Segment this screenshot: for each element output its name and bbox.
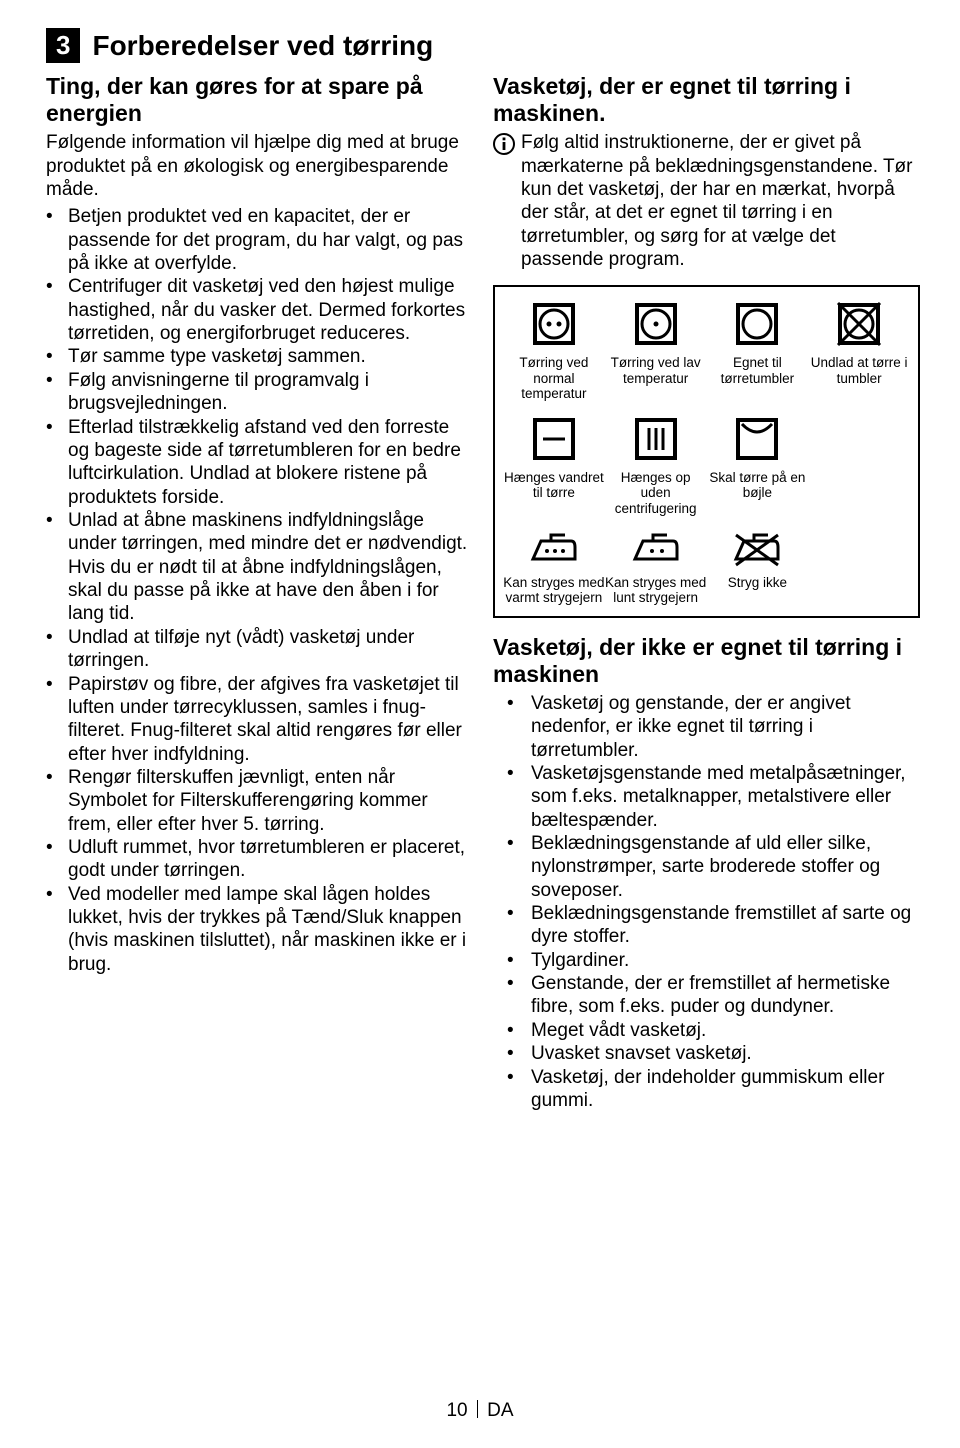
- list-item: Uvasket snavset vasketøj.: [493, 1042, 920, 1065]
- symbol-row: Kan stryges med varmt strygejern Kan str…: [503, 529, 910, 606]
- left-bullet-list: Betjen produktet ved en kapacitet, der e…: [46, 205, 471, 976]
- dry-flat-icon: [529, 414, 579, 464]
- chapter-title: Forberedelser ved tørring: [92, 30, 433, 62]
- list-item: Udluft rummet, hvor tørretumbleren er pl…: [46, 836, 471, 883]
- symbol-label: Hænges vandret til tørre: [503, 470, 605, 501]
- symbol-label: Tørring ved normal temperatur: [503, 355, 605, 402]
- iron-hot-icon: [527, 529, 581, 569]
- info-callout: Følg altid instruktionerne, der er givet…: [493, 131, 920, 271]
- footer-divider: [477, 1400, 478, 1418]
- symbol-row: Tørring ved normal temperatur Tørring ve…: [503, 299, 910, 402]
- right-heading-2: Vasketøj, der ikke er egnet til tørring …: [493, 634, 920, 688]
- iron-warm-icon: [629, 529, 683, 569]
- tumble-dry-low-icon: [631, 299, 681, 349]
- list-item: Vasketøjsgenstande med metalpåsætninger,…: [493, 762, 920, 832]
- list-item: Betjen produktet ved en kapacitet, der e…: [46, 205, 471, 275]
- hang-dry-icon: [732, 414, 782, 464]
- list-item: Vasketøj, der indeholder gummiskum eller…: [493, 1066, 920, 1113]
- left-heading: Ting, der kan gøres for at spare på ener…: [46, 73, 471, 127]
- list-item: Beklædningsgenstande af uld eller silke,…: [493, 832, 920, 902]
- page-footer: 10 DA: [0, 1400, 960, 1422]
- symbol-spacer: [808, 414, 910, 517]
- symbol-label: Stryg ikke: [728, 575, 787, 591]
- do-not-iron-icon: [730, 529, 784, 569]
- list-item: Papirstøv og fibre, der afgives fra vask…: [46, 673, 471, 766]
- list-item: Meget vådt vasketøj.: [493, 1019, 920, 1042]
- symbol-label: Kan stryges med varmt strygejern: [503, 575, 605, 606]
- info-text: Følg altid instruktionerne, der er givet…: [521, 131, 920, 271]
- list-item: Unlad at åbne maskinens indfyldningslåge…: [46, 509, 471, 626]
- symbol-label: Undlad at tørre i tumbler: [808, 355, 910, 386]
- symbol-cell: Tørring ved lav temperatur: [605, 299, 707, 402]
- symbol-cell: Hænges vandret til tørre: [503, 414, 605, 517]
- list-item: Centrifuger dit vasketøj ved den højest …: [46, 275, 471, 345]
- list-item: Vasketøj og genstande, der er angivet ne…: [493, 692, 920, 762]
- list-item: Tør samme type vasketøj sammen.: [46, 345, 471, 368]
- list-item: Beklædningsgenstande fremstillet af sart…: [493, 902, 920, 949]
- symbol-label: Kan stryges med lunt strygejern: [605, 575, 707, 606]
- care-symbol-box: Tørring ved normal temperatur Tørring ve…: [493, 285, 920, 617]
- symbol-cell: Stryg ikke: [707, 529, 809, 606]
- right-bullet-list: Vasketøj og genstande, der er angivet ne…: [493, 692, 920, 1112]
- two-column-layout: Ting, der kan gøres for at spare på ener…: [46, 73, 920, 1112]
- list-item: Undlad at tilføje nyt (vådt) vasketøj un…: [46, 626, 471, 673]
- list-item: Tylgardiner.: [493, 949, 920, 972]
- page-number: 10: [446, 1400, 467, 1421]
- symbol-cell: Kan stryges med lunt strygejern: [605, 529, 707, 606]
- right-heading-1: Vasketøj, der er egnet til tørring i mas…: [493, 73, 920, 127]
- tumble-dry-ok-icon: [732, 299, 782, 349]
- chapter-number: 3: [46, 28, 80, 63]
- symbol-spacer: [808, 529, 910, 606]
- list-item: Rengør filterskuffen jævnligt, enten når…: [46, 766, 471, 836]
- symbol-cell: Skal tørre på en bøjle: [707, 414, 809, 517]
- symbol-label: Egnet til tørretumbler: [707, 355, 809, 386]
- info-icon: [493, 133, 515, 160]
- drip-dry-icon: [631, 414, 681, 464]
- do-not-tumble-dry-icon: [834, 299, 884, 349]
- symbol-cell: Hænges op uden centrifugering: [605, 414, 707, 517]
- symbol-cell: Egnet til tørretumbler: [707, 299, 809, 402]
- symbol-label: Skal tørre på en bøjle: [707, 470, 809, 501]
- list-item: Ved modeller med lampe skal lågen holdes…: [46, 883, 471, 976]
- left-column: Ting, der kan gøres for at spare på ener…: [46, 73, 471, 1112]
- page-language: DA: [487, 1400, 513, 1421]
- symbol-cell: Kan stryges med varmt strygejern: [503, 529, 605, 606]
- list-item: Genstande, der er fremstillet af hermeti…: [493, 972, 920, 1019]
- symbol-label: Hænges op uden centrifugering: [605, 470, 707, 517]
- list-item: Efterlad tilstrækkelig afstand ved den f…: [46, 416, 471, 509]
- left-intro: Følgende information vil hjælpe dig med …: [46, 131, 471, 201]
- symbol-label: Tørring ved lav temperatur: [605, 355, 707, 386]
- right-column: Vasketøj, der er egnet til tørring i mas…: [493, 73, 920, 1112]
- symbol-cell: Undlad at tørre i tumbler: [808, 299, 910, 402]
- tumble-dry-normal-icon: [529, 299, 579, 349]
- list-item: Følg anvisningerne til programvalg i bru…: [46, 369, 471, 416]
- symbol-cell: Tørring ved normal temperatur: [503, 299, 605, 402]
- page: 3 Forberedelser ved tørring Ting, der ka…: [0, 0, 960, 1112]
- chapter-header: 3 Forberedelser ved tørring: [46, 28, 920, 63]
- symbol-row: Hænges vandret til tørre Hænges op uden …: [503, 414, 910, 517]
